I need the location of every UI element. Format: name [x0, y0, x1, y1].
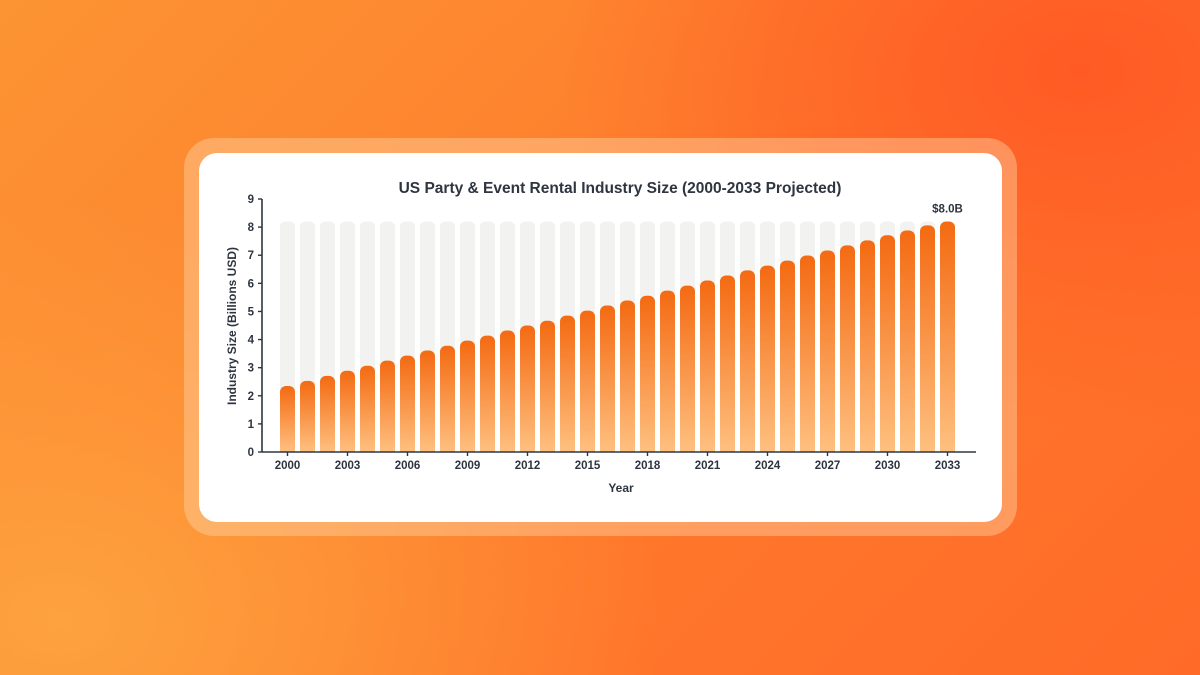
x-tick-label-2030: 2030 — [875, 460, 901, 472]
bar-2008[interactable] — [440, 345, 455, 452]
bar-2029[interactable] — [860, 240, 875, 452]
x-tick-label-2012: 2012 — [515, 460, 541, 472]
y-axis-ticks: 0 1 2 3 4 5 6 7 8 9 — [248, 194, 262, 459]
bar-2003[interactable] — [340, 370, 355, 452]
bar-2015[interactable] — [580, 310, 595, 452]
x-tick-label-2033: 2033 — [935, 460, 961, 472]
bar-2006[interactable] — [400, 355, 415, 452]
bar-2023[interactable] — [740, 270, 755, 452]
y-tick-label-4: 4 — [248, 335, 255, 347]
x-tick-label-2024: 2024 — [755, 460, 781, 472]
bar-2032[interactable] — [920, 225, 935, 452]
chart-title: US Party & Event Rental Industry Size (2… — [399, 180, 842, 197]
x-tick-label-2015: 2015 — [575, 460, 601, 472]
bar-2002[interactable] — [320, 375, 335, 452]
bar-2021[interactable] — [700, 280, 715, 452]
y-tick-label-1: 1 — [248, 419, 255, 431]
bar-2022[interactable] — [720, 275, 735, 452]
bar-2001[interactable] — [300, 380, 315, 452]
bar-2010[interactable] — [480, 335, 495, 452]
bar-2007[interactable] — [420, 350, 435, 452]
y-tick-label-2: 2 — [248, 391, 254, 403]
x-tick-label-2021: 2021 — [695, 460, 721, 472]
bar-2012[interactable] — [520, 325, 535, 453]
y-tick-label-0: 0 — [248, 447, 254, 459]
bar-2020[interactable] — [680, 285, 695, 452]
bar-2005[interactable] — [380, 360, 395, 452]
bar-2004[interactable] — [360, 365, 375, 452]
bar-2033[interactable] — [940, 221, 955, 452]
bar-2016[interactable] — [600, 305, 615, 452]
x-tick-label-2027: 2027 — [815, 460, 841, 472]
x-tick-label-2018: 2018 — [635, 460, 661, 472]
bar-value-annotation: $8.0B — [932, 203, 963, 215]
bar-2030[interactable] — [880, 235, 895, 452]
bar-2031[interactable] — [900, 230, 915, 452]
x-tick-label-2009: 2009 — [455, 460, 481, 472]
x-tick-label-2003: 2003 — [335, 460, 361, 472]
bar-2011[interactable] — [500, 330, 515, 452]
y-tick-label-9: 9 — [248, 194, 254, 206]
bar-2028[interactable] — [840, 245, 855, 452]
bar-2027[interactable] — [820, 250, 835, 452]
x-tick-label-2006: 2006 — [395, 460, 421, 472]
bar-2000[interactable] — [280, 385, 295, 452]
y-tick-label-3: 3 — [248, 363, 254, 375]
y-tick-label-8: 8 — [248, 222, 255, 234]
y-axis-label: Industry Size (Billions USD) — [225, 247, 239, 405]
bar-2014[interactable] — [560, 315, 575, 452]
y-tick-label-6: 6 — [248, 278, 254, 290]
x-tick-label-2000: 2000 — [275, 460, 301, 472]
bar-2019[interactable] — [660, 290, 675, 452]
bars — [280, 221, 955, 452]
bar-2017[interactable] — [620, 300, 635, 452]
y-tick-label-5: 5 — [248, 306, 255, 318]
y-tick-label-7: 7 — [248, 250, 254, 262]
bar-2018[interactable] — [640, 295, 655, 452]
x-axis-label: Year — [608, 481, 634, 495]
bar-2026[interactable] — [800, 255, 815, 452]
bar-2025[interactable] — [780, 260, 795, 452]
bar-2009[interactable] — [460, 340, 475, 452]
x-axis-ticks: 2000 2003 2006 2009 2012 2015 2018 2021 2024 2027… — [275, 452, 961, 472]
bar-2024[interactable] — [760, 265, 775, 452]
bar-2013[interactable] — [540, 320, 555, 452]
